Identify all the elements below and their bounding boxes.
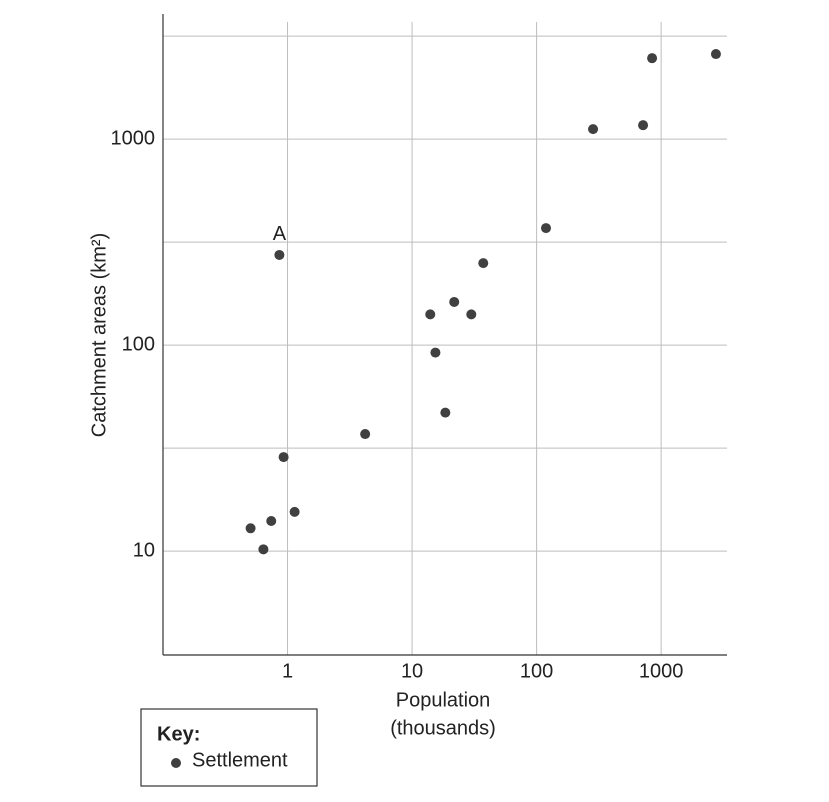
- data-point: [440, 407, 451, 418]
- data-point: [430, 347, 441, 358]
- data-point: [360, 429, 371, 440]
- x-axis-label: (thousands): [390, 717, 496, 739]
- x-tick-label: 1: [282, 660, 293, 682]
- data-point: [258, 544, 269, 555]
- data-point: [425, 309, 436, 320]
- y-axis-label: Catchment areas (km²): [88, 233, 110, 438]
- annotation: A: [273, 223, 287, 245]
- x-axis-label: Population: [396, 689, 491, 711]
- data-point: [449, 296, 460, 307]
- data-point: [245, 523, 256, 534]
- x-tick-label: 10: [401, 660, 423, 682]
- y-tick-label: 1000: [111, 127, 156, 149]
- data-point: [647, 53, 658, 64]
- legend-title: Key:: [157, 723, 200, 745]
- data-point: [466, 309, 477, 320]
- data-point: [710, 49, 721, 60]
- legend-label: Settlement: [192, 749, 288, 771]
- data-point: [638, 120, 649, 131]
- x-tick-label: 100: [520, 660, 553, 682]
- data-point: [541, 223, 552, 234]
- data-point: [278, 452, 289, 463]
- data-point: [274, 249, 285, 260]
- legend-marker: [171, 758, 181, 768]
- x-tick-label: 1000: [639, 660, 684, 682]
- data-point: [289, 506, 300, 517]
- data-point: [478, 258, 489, 269]
- y-tick-label: 10: [133, 539, 155, 561]
- data-point: [588, 124, 599, 135]
- y-tick-label: 100: [122, 333, 155, 355]
- legend-box: [140, 708, 318, 787]
- data-point: [266, 515, 277, 526]
